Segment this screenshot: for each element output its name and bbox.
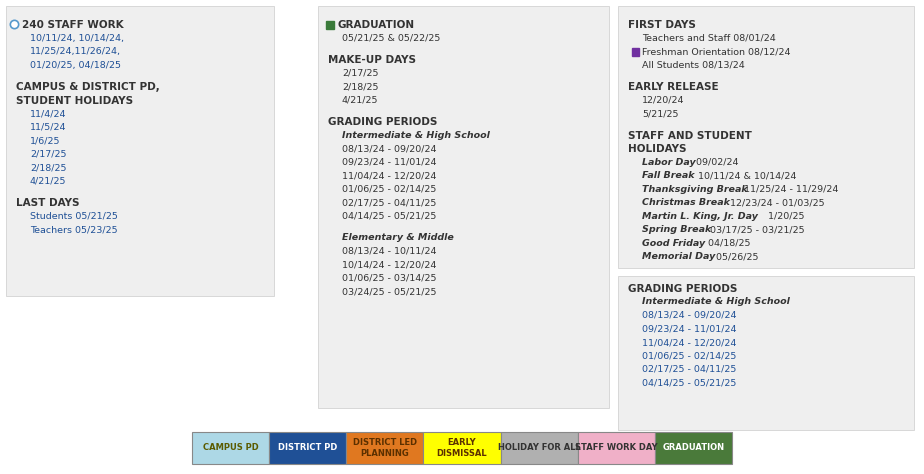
Bar [632,48,639,56]
Text: 08/13/24 - 09/20/24: 08/13/24 - 09/20/24 [642,311,736,320]
Text: 11/04/24 - 12/20/24: 11/04/24 - 12/20/24 [642,338,736,347]
Text: 2/18/25: 2/18/25 [342,82,379,91]
FancyBboxPatch shape [192,432,269,464]
Text: Labor Day: Labor Day [642,158,696,167]
Text: 11/5/24: 11/5/24 [30,123,67,132]
Text: 4/21/25: 4/21/25 [342,96,379,105]
Text: 01/06/25 - 03/14/25: 01/06/25 - 03/14/25 [342,274,436,283]
Text: 11/4/24: 11/4/24 [30,109,67,118]
Text: 04/14/25 - 05/21/25: 04/14/25 - 05/21/25 [342,212,436,221]
Text: 12/20/24: 12/20/24 [642,96,685,105]
Text: DISTRICT PD: DISTRICT PD [278,444,337,453]
Text: 11/25/24 - 11/29/24: 11/25/24 - 11/29/24 [738,185,838,194]
Text: 02/17/25 - 04/11/25: 02/17/25 - 04/11/25 [342,198,436,207]
Text: DISTRICT LED
PLANNING: DISTRICT LED PLANNING [353,438,417,458]
Text: 01/06/25 - 02/14/25: 01/06/25 - 02/14/25 [342,185,436,194]
Text: 10/11/24 & 10/14/24: 10/11/24 & 10/14/24 [692,171,796,180]
Text: 09/02/24: 09/02/24 [690,158,738,167]
Text: GRADING PERIODS: GRADING PERIODS [628,284,737,294]
Text: 03/17/25 - 03/21/25: 03/17/25 - 03/21/25 [704,225,805,234]
Text: Freshman Orientation 08/12/24: Freshman Orientation 08/12/24 [642,47,791,56]
FancyBboxPatch shape [501,432,578,464]
FancyBboxPatch shape [618,276,914,430]
Text: STUDENT HOLIDAYS: STUDENT HOLIDAYS [16,96,133,106]
Text: Martin L. King, Jr. Day: Martin L. King, Jr. Day [642,212,758,221]
Text: STAFF WORK DAY: STAFF WORK DAY [575,444,658,453]
Text: 10/14/24 - 12/20/24: 10/14/24 - 12/20/24 [342,260,436,269]
Text: GRADUATION: GRADUATION [338,20,415,30]
Bar [326,21,334,29]
Text: 05/21/25 & 05/22/25: 05/21/25 & 05/22/25 [342,34,441,43]
Text: LAST DAYS: LAST DAYS [16,198,79,208]
Text: All Students 08/13/24: All Students 08/13/24 [642,61,745,70]
Text: 2/17/25: 2/17/25 [342,69,379,78]
Text: FIRST DAYS: FIRST DAYS [628,20,696,30]
Text: GRADUATION: GRADUATION [663,444,724,453]
FancyBboxPatch shape [269,432,346,464]
Text: GRADING PERIODS: GRADING PERIODS [328,117,437,127]
Text: Christmas Break: Christmas Break [642,198,730,207]
Text: 5/21/25: 5/21/25 [642,109,678,118]
Text: 08/13/24 - 09/20/24: 08/13/24 - 09/20/24 [342,144,436,153]
Text: 01/20/25, 04/18/25: 01/20/25, 04/18/25 [30,61,121,70]
Text: 04/14/25 - 05/21/25: 04/14/25 - 05/21/25 [642,379,736,388]
Text: Memorial Day: Memorial Day [642,252,715,261]
Text: Spring Break: Spring Break [642,225,711,234]
Text: 2/18/25: 2/18/25 [30,163,67,172]
Text: EARLY
DISMISSAL: EARLY DISMISSAL [437,438,487,458]
FancyBboxPatch shape [318,6,609,408]
FancyBboxPatch shape [6,6,274,296]
Text: 09/23/24 - 11/01/24: 09/23/24 - 11/01/24 [642,325,736,334]
FancyBboxPatch shape [655,432,732,464]
Text: 2/17/25: 2/17/25 [30,150,67,159]
Text: 4/21/25: 4/21/25 [30,177,67,186]
Text: 09/23/24 - 11/01/24: 09/23/24 - 11/01/24 [342,158,436,167]
Text: 05/26/25: 05/26/25 [710,252,759,261]
Text: Elementary & Middle: Elementary & Middle [342,233,454,242]
FancyBboxPatch shape [618,6,914,268]
Text: Students 05/21/25: Students 05/21/25 [30,212,118,221]
Text: MAKE-UP DAYS: MAKE-UP DAYS [328,55,416,65]
Text: 12/23/24 - 01/03/25: 12/23/24 - 01/03/25 [724,198,824,207]
Text: 02/17/25 - 04/11/25: 02/17/25 - 04/11/25 [642,365,736,374]
Text: EARLY RELEASE: EARLY RELEASE [628,82,719,92]
Text: 08/13/24 - 10/11/24: 08/13/24 - 10/11/24 [342,247,436,256]
FancyBboxPatch shape [423,432,501,464]
Text: Intermediate & High School: Intermediate & High School [342,131,490,140]
Text: Intermediate & High School: Intermediate & High School [642,298,790,307]
Text: Good Friday: Good Friday [642,239,705,248]
Text: CAMPUS PD: CAMPUS PD [202,444,259,453]
Text: Thanksgiving Break: Thanksgiving Break [642,185,748,194]
Text: 1/6/25: 1/6/25 [30,136,60,145]
Text: 1/20/25: 1/20/25 [762,212,805,221]
Text: CAMPUS & DISTRICT PD,: CAMPUS & DISTRICT PD, [16,82,160,92]
Text: 03/24/25 - 05/21/25: 03/24/25 - 05/21/25 [342,287,436,296]
Text: 11/04/24 - 12/20/24: 11/04/24 - 12/20/24 [342,171,436,180]
Text: 10/11/24, 10/14/24,: 10/11/24, 10/14/24, [30,34,124,43]
Text: 04/18/25: 04/18/25 [699,239,750,248]
Text: 01/06/25 - 02/14/25: 01/06/25 - 02/14/25 [642,352,736,361]
Text: HOLIDAY FOR ALL: HOLIDAY FOR ALL [498,444,580,453]
Text: STAFF AND STUDENT: STAFF AND STUDENT [628,131,752,141]
FancyBboxPatch shape [346,432,423,464]
Text: HOLIDAYS: HOLIDAYS [628,144,687,154]
Text: 11/25/24,11/26/24,: 11/25/24,11/26/24, [30,47,121,56]
Text: 240 STAFF WORK: 240 STAFF WORK [22,20,124,30]
Text: Teachers and Staff 08/01/24: Teachers and Staff 08/01/24 [642,34,776,43]
FancyBboxPatch shape [578,432,655,464]
Text: Teachers 05/23/25: Teachers 05/23/25 [30,225,117,234]
Text: Fall Break: Fall Break [642,171,695,180]
